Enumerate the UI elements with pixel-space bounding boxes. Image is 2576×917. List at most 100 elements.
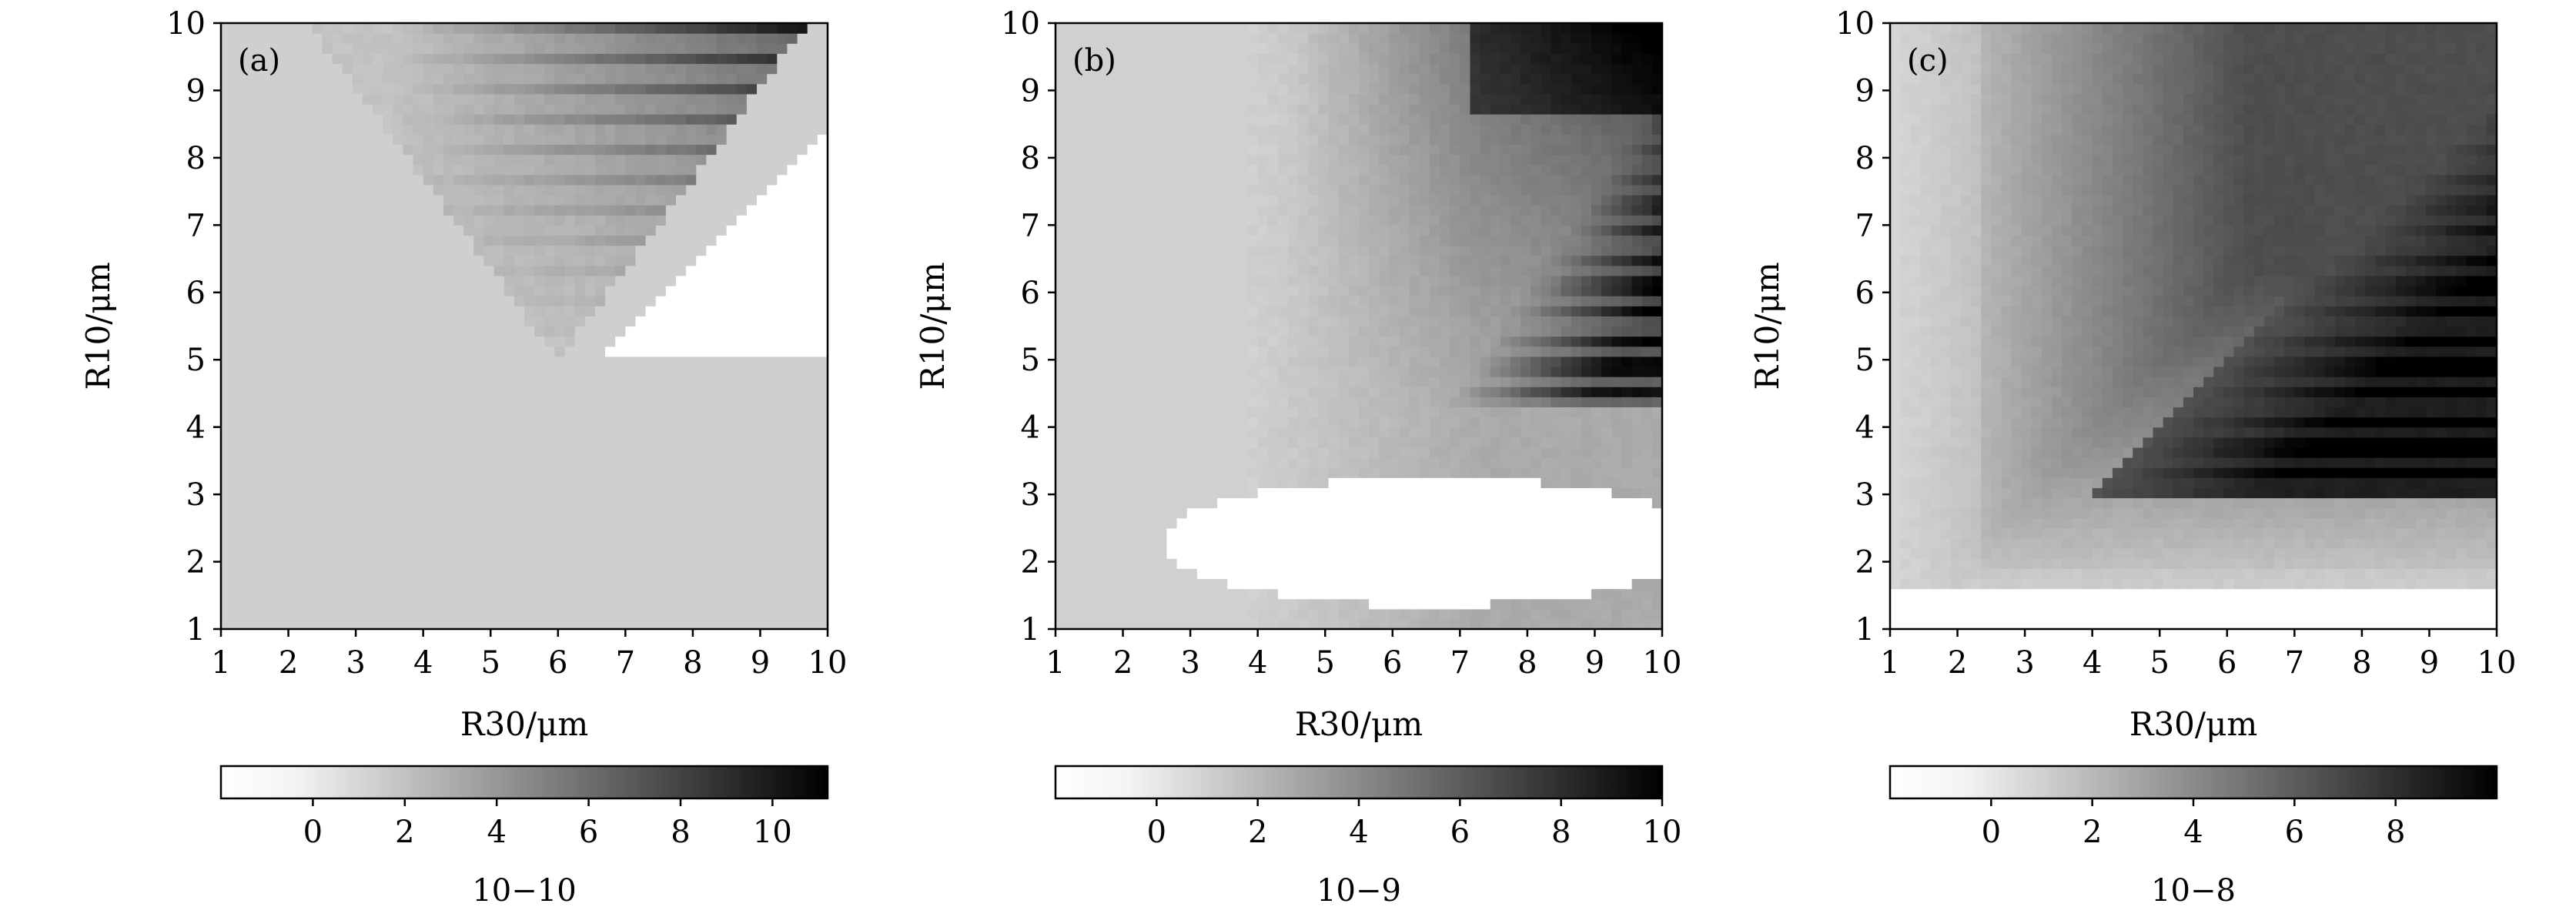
- heatmap-cell: [362, 53, 373, 65]
- heatmap-cell: [746, 366, 758, 377]
- heatmap-cell: [373, 477, 383, 488]
- heatmap-cell: [362, 306, 373, 316]
- heatmap-cell: [625, 558, 637, 569]
- heatmap-cell: [1207, 437, 1218, 448]
- heatmap-cell: [383, 417, 393, 428]
- heatmap-cell: [493, 608, 505, 620]
- heatmap-cell: [736, 215, 748, 226]
- heatmap-cell: [383, 164, 393, 176]
- heatmap-cell: [221, 316, 232, 327]
- heatmap-cell: [1227, 215, 1238, 226]
- heatmap-cell: [271, 306, 283, 316]
- heatmap-cells: [221, 23, 828, 630]
- heatmap-cell: [322, 63, 333, 75]
- heatmap-cell: [1247, 387, 1259, 397]
- heatmap-cell: [322, 93, 333, 105]
- heatmap-cell: [676, 154, 687, 166]
- heatmap-cell: [736, 346, 748, 357]
- heatmap-cell: [1207, 417, 1218, 428]
- heatmap-cell: [413, 296, 424, 306]
- heatmap-cell: [757, 356, 768, 367]
- heatmap-cell: [645, 114, 657, 125]
- heatmap-cell: [594, 93, 606, 105]
- heatmap-cell: [362, 184, 373, 196]
- heatmap-cell: [362, 618, 373, 630]
- heatmap-cell: [241, 356, 252, 367]
- heatmap-cell: [1055, 397, 1066, 408]
- heatmap-cell: [1076, 366, 1086, 377]
- heatmap-cell: [676, 427, 687, 438]
- heatmap-cell: [1166, 517, 1178, 529]
- heatmap-cell: [787, 457, 798, 468]
- heatmap-cell: [554, 306, 566, 316]
- heatmap-cell: [483, 618, 495, 630]
- heatmap-cell: [1076, 53, 1086, 65]
- heatmap-cell: [635, 427, 647, 438]
- heatmap-cell: [503, 174, 515, 186]
- heatmap-cell: [777, 608, 788, 620]
- heatmap-cell: [1217, 245, 1228, 256]
- heatmap-cell: [514, 63, 525, 75]
- heatmap-cell: [1136, 377, 1147, 387]
- heatmap-cell: [514, 275, 525, 286]
- heatmap-cell: [322, 33, 333, 44]
- heatmap-cell: [1166, 467, 1178, 478]
- heatmap-cell: [1176, 144, 1188, 156]
- heatmap-cell: [271, 174, 283, 186]
- heatmap-cell: [1055, 296, 1066, 306]
- heatmap-cell: [564, 497, 576, 509]
- heatmap-cell: [544, 43, 555, 54]
- heatmap-cell: [332, 23, 343, 34]
- heatmap-cell: [1196, 366, 1208, 377]
- heatmap-cell: [716, 527, 728, 539]
- heatmap-cell: [352, 366, 363, 377]
- heatmap-cell: [1186, 366, 1198, 377]
- heatmap-cell: [807, 387, 818, 397]
- heatmap-cell: [231, 326, 242, 337]
- heatmap-cell: [352, 588, 363, 600]
- heatmap-cell: [362, 255, 373, 266]
- heatmap-cell: [483, 154, 495, 166]
- heatmap-cell: [362, 417, 373, 428]
- heatmap-cell: [1086, 417, 1097, 428]
- heatmap-cell: [767, 487, 778, 499]
- heatmap-cell: [736, 457, 748, 468]
- heatmap-cell: [443, 134, 454, 145]
- heatmap-cell: [635, 527, 647, 539]
- heatmap-cell: [544, 618, 555, 630]
- heatmap-cell: [1247, 33, 1259, 44]
- heatmap-cell: [483, 103, 495, 115]
- heatmap-cell: [787, 144, 798, 156]
- heatmap-cell: [1116, 548, 1127, 559]
- heatmap-cell: [615, 73, 626, 85]
- heatmap-cell: [281, 184, 293, 196]
- heatmap-cell: [352, 103, 363, 115]
- heatmap-cell: [1196, 194, 1208, 206]
- heatmap-cell: [251, 306, 263, 316]
- heatmap-cell: [1207, 326, 1218, 337]
- heatmap-cell: [483, 537, 495, 549]
- heatmap-cell: [352, 164, 363, 176]
- heatmap-cell: [362, 387, 373, 397]
- heatmap-cell: [231, 286, 242, 296]
- heatmap-cell: [594, 286, 606, 296]
- heatmap-cell: [1207, 63, 1218, 75]
- heatmap-cell: [1096, 558, 1107, 569]
- heatmap-cell: [1196, 507, 1208, 519]
- heatmap-cell: [483, 215, 495, 226]
- heatmap-cell: [1217, 53, 1228, 65]
- heatmap-cell: [1106, 457, 1117, 468]
- heatmap-cell: [433, 103, 444, 115]
- heatmap-cell: [777, 225, 788, 236]
- heatmap-cell: [574, 83, 586, 95]
- heatmap-cell: [605, 487, 616, 499]
- heatmap-cell: [1237, 497, 1249, 509]
- heatmap-cell: [473, 507, 485, 519]
- heatmap-cell: [757, 124, 768, 135]
- heatmap-cell: [584, 83, 596, 95]
- heatmap-cell: [1146, 205, 1157, 216]
- heatmap-cell: [383, 537, 393, 549]
- heatmap-cell: [251, 417, 263, 428]
- heatmap-cell: [302, 306, 313, 316]
- heatmap-cell: [1086, 23, 1097, 34]
